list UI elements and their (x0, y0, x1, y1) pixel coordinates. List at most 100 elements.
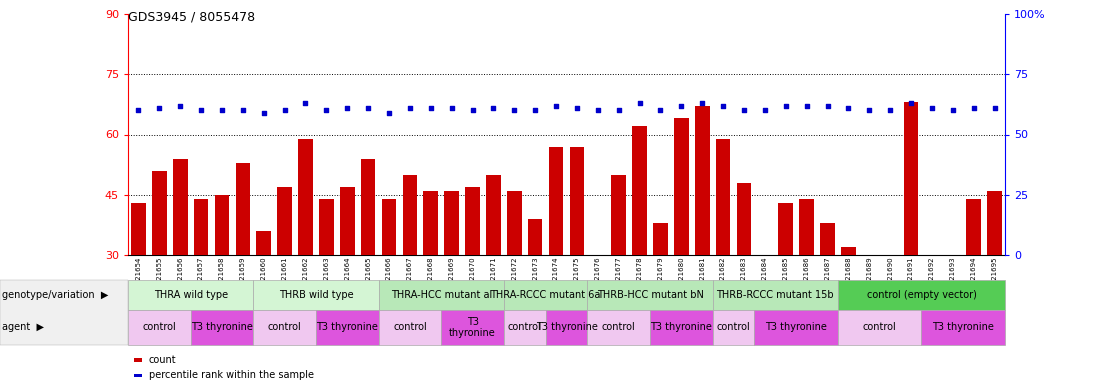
Bar (340, 187, 354, 376)
Bar (319, 199, 334, 376)
Point (381, 110, 398, 116)
Text: GDS3945 / 8055478: GDS3945 / 8055478 (128, 10, 255, 23)
Text: T3 thyronine: T3 thyronine (651, 323, 713, 333)
Text: T3 thyronine: T3 thyronine (536, 323, 598, 333)
Point (839, 105, 857, 111)
Text: agent  ▶: agent ▶ (2, 323, 44, 333)
Point (756, 107, 773, 114)
Point (694, 100, 711, 106)
Point (589, 107, 607, 114)
Point (442, 105, 460, 111)
Point (568, 105, 586, 111)
Point (213, 107, 231, 114)
Point (318, 107, 335, 114)
Bar (569, 147, 585, 376)
Bar (842, 247, 856, 376)
Bar (903, 103, 919, 376)
Text: THRB wild type: THRB wild type (279, 290, 353, 300)
Bar (256, 231, 271, 376)
Text: control: control (507, 323, 542, 333)
Bar (716, 139, 730, 376)
Text: control: control (863, 323, 897, 333)
Point (463, 107, 481, 114)
Text: control: control (142, 323, 176, 333)
Point (652, 107, 670, 114)
Text: T3 thyronine: T3 thyronine (317, 323, 378, 333)
Bar (674, 118, 688, 376)
Bar (236, 162, 250, 376)
Point (360, 105, 377, 111)
Point (902, 100, 920, 106)
Bar (131, 203, 146, 376)
Bar (215, 195, 229, 376)
Text: control: control (393, 323, 427, 333)
Text: T3 thyronine: T3 thyronine (191, 323, 253, 333)
Bar (966, 199, 981, 376)
Point (276, 107, 293, 114)
Text: count: count (149, 355, 176, 365)
Point (505, 107, 523, 114)
Point (484, 105, 502, 111)
Bar (486, 175, 501, 376)
Bar (361, 159, 375, 376)
Text: control: control (717, 323, 750, 333)
Bar (298, 139, 313, 376)
Point (923, 105, 941, 111)
Bar (590, 283, 606, 376)
Bar (382, 199, 396, 376)
Bar (653, 223, 667, 376)
Point (797, 103, 815, 109)
Text: THRA-HCC mutant al: THRA-HCC mutant al (390, 290, 492, 300)
Point (860, 107, 878, 114)
Bar (173, 159, 188, 376)
Point (150, 105, 168, 111)
Bar (152, 170, 167, 376)
Point (401, 105, 419, 111)
Text: T3
thyronine: T3 thyronine (449, 317, 496, 338)
Bar (465, 187, 480, 376)
Text: THRB-RCCC mutant 15b: THRB-RCCC mutant 15b (717, 290, 834, 300)
Point (192, 107, 210, 114)
Point (986, 105, 1004, 111)
Bar (528, 219, 543, 376)
Point (881, 107, 899, 114)
Point (297, 100, 314, 106)
Bar (945, 271, 960, 376)
Bar (424, 191, 438, 376)
Bar (611, 175, 627, 376)
Text: control: control (602, 323, 635, 333)
Bar (507, 191, 522, 376)
Point (610, 107, 628, 114)
Point (339, 105, 356, 111)
Text: THRA-RCCC mutant 6a: THRA-RCCC mutant 6a (491, 290, 601, 300)
Point (777, 103, 794, 109)
Point (673, 103, 690, 109)
Text: T3 thyronine: T3 thyronine (932, 323, 994, 333)
Bar (882, 287, 898, 376)
Text: genotype/variation  ▶: genotype/variation ▶ (2, 290, 108, 300)
Point (526, 107, 544, 114)
Bar (821, 223, 835, 376)
Text: THRB-HCC mutant bN: THRB-HCC mutant bN (597, 290, 704, 300)
Text: control (empty vector): control (empty vector) (867, 290, 976, 300)
Bar (758, 275, 772, 376)
Bar (861, 271, 877, 376)
Point (234, 107, 251, 114)
Point (422, 105, 440, 111)
Text: THRA wild type: THRA wild type (153, 290, 227, 300)
Point (818, 103, 836, 109)
Point (130, 107, 148, 114)
Bar (695, 106, 709, 376)
Text: control: control (268, 323, 301, 333)
Point (255, 110, 272, 116)
Point (965, 105, 983, 111)
Bar (800, 199, 814, 376)
Point (547, 103, 565, 109)
Text: percentile rank within the sample: percentile rank within the sample (149, 370, 314, 380)
Bar (737, 183, 751, 376)
Point (715, 103, 732, 109)
Bar (194, 199, 208, 376)
Point (631, 100, 649, 106)
Text: T3 thyronine: T3 thyronine (765, 323, 827, 333)
Bar (632, 126, 646, 376)
